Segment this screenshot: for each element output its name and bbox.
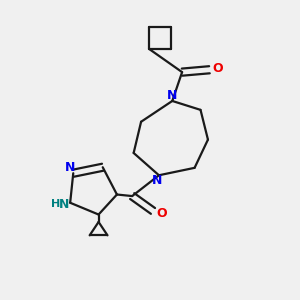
Text: N: N — [152, 174, 163, 187]
Text: O: O — [212, 62, 223, 75]
Text: N: N — [58, 198, 69, 211]
Text: N: N — [167, 89, 178, 102]
Text: O: O — [156, 207, 166, 220]
Text: H: H — [51, 199, 61, 209]
Text: N: N — [65, 161, 76, 174]
